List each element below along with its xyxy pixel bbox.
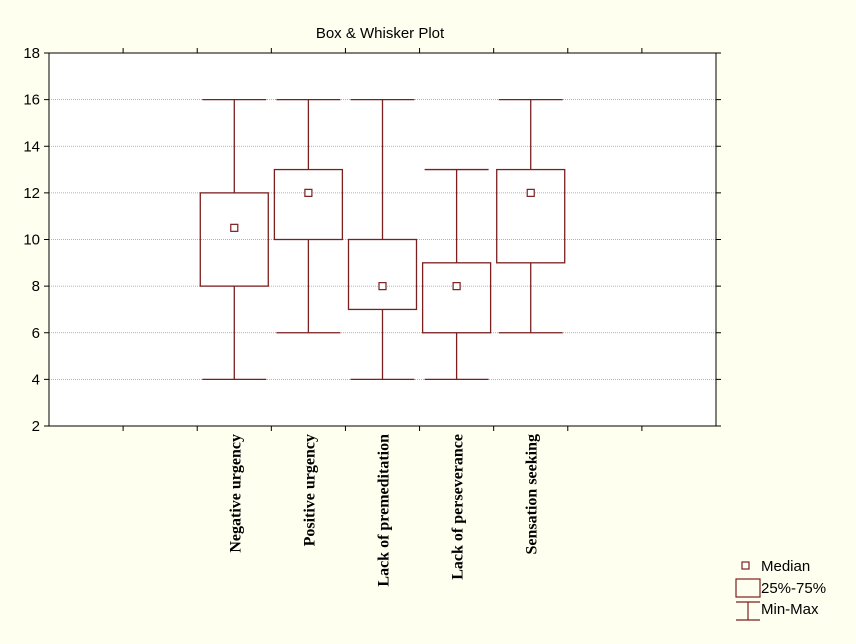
y-tick-label: 18 — [23, 45, 40, 62]
median-marker — [452, 282, 461, 291]
legend-median-symbol — [741, 561, 750, 570]
chart-title: Box & Whisker Plot — [316, 25, 445, 42]
y-tick-label: 16 — [23, 92, 40, 109]
legend-box-symbol — [735, 578, 761, 598]
median-marker — [526, 188, 535, 197]
y-tick-label: 8 — [32, 278, 40, 295]
x-axis: Negative urgency Positive urgency Lack of … — [122, 48, 643, 587]
box-group — [273, 98, 344, 334]
y-tick-label: 6 — [32, 325, 40, 342]
x-category-label: Positive urgency — [301, 434, 318, 546]
legend-iqr-label: 25%-75% — [761, 580, 826, 597]
box-group — [496, 98, 566, 334]
y-tick-label: 12 — [23, 185, 40, 202]
legend: Median 25%-75% Min-Max — [735, 558, 826, 621]
y-tick-label: 2 — [32, 418, 40, 435]
plot-frame — [48, 52, 717, 427]
box-group — [347, 98, 418, 381]
legend-median-label: Median — [761, 558, 810, 575]
x-category-label: Lack of premeditation — [376, 434, 393, 587]
box-group — [199, 98, 269, 381]
box-group — [421, 168, 492, 381]
iqr-box — [273, 168, 344, 241]
y-tick-label: 10 — [23, 232, 40, 249]
iqr-box — [199, 192, 269, 287]
iqr-box — [496, 168, 566, 264]
x-category-label: Negative urgency — [227, 434, 244, 553]
y-tick-label: 4 — [32, 371, 40, 388]
box-series — [199, 98, 566, 381]
y-axis: 2 4 6 8 10 12 14 16 18 — [23, 45, 721, 435]
y-tick-label: 14 — [23, 138, 40, 155]
x-category-label: Lack of perseverance — [450, 434, 467, 580]
median-marker — [378, 282, 387, 291]
iqr-box — [347, 238, 418, 311]
legend-minmax-label: Min-Max — [761, 601, 819, 618]
median-marker — [230, 223, 239, 232]
iqr-box — [421, 262, 492, 334]
x-category-label: Sensation seeking — [524, 434, 541, 554]
median-marker — [304, 188, 313, 197]
